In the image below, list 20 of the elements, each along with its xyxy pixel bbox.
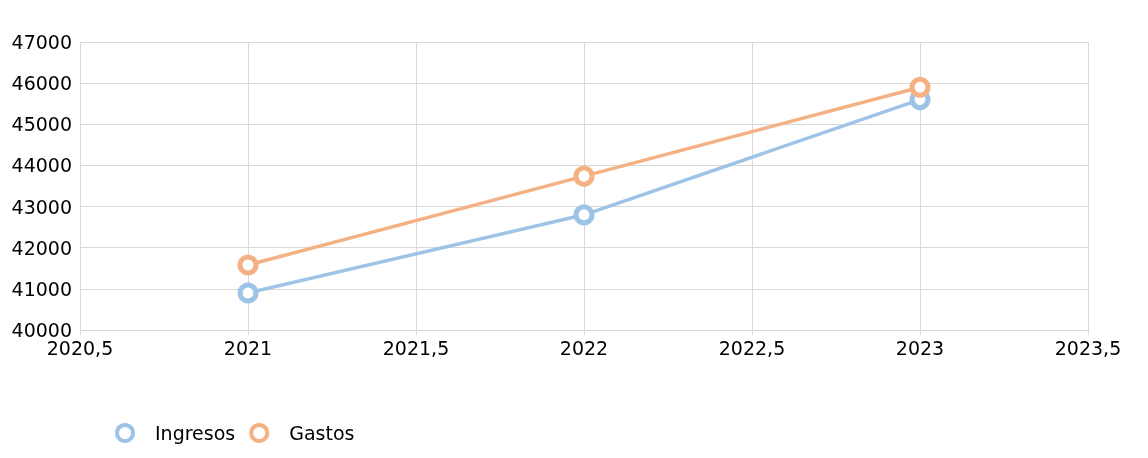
x-tick-label: 2023 [895,336,945,359]
point [573,204,595,226]
y-tick-label: 45000 [11,113,72,136]
y-tick-label: 41000 [11,277,72,300]
y-tick-label: 46000 [11,72,72,95]
point [573,165,595,187]
y-tick-label: 44000 [11,154,72,177]
y-tick-label: 47000 [11,31,72,53]
point [237,282,259,304]
legend-label: Gastos [289,422,355,444]
x-tick-label: 2021 [223,336,273,359]
x-tick-label: 2023,5 [1054,336,1122,359]
point [237,254,259,276]
y-tick-label: 43000 [11,195,72,218]
x-tick-label: 2022,5 [718,336,786,359]
point [909,76,931,98]
x-tick-label: 2022 [559,336,609,359]
legend-label: Ingresos [155,422,236,444]
y-tick-label: 42000 [11,236,72,259]
x-tick-label: 2021,5 [382,336,450,359]
